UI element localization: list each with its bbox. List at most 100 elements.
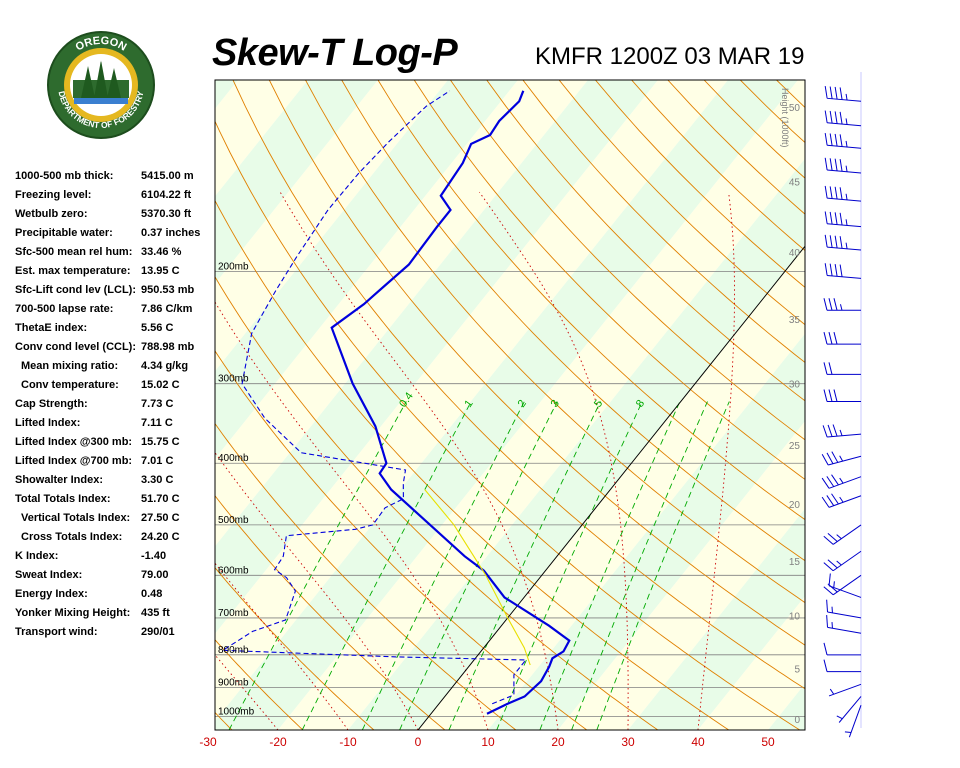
dry-adiabat: [215, 422, 517, 730]
temperature-tick-label: -20: [269, 735, 287, 749]
index-row: Sfc-Lift cond lev (LCL): 950.53 mb: [15, 282, 215, 301]
dry-adiabat: [413, 80, 805, 480]
index-label: Wetbulb zero:: [15, 208, 88, 220]
index-label: Conv temperature:: [21, 379, 119, 391]
index-value: 15.02 C: [141, 379, 180, 391]
index-value: -1.40: [141, 550, 167, 562]
index-row: Lifted Index @700 mb: 7.01 C: [15, 453, 215, 472]
index-value: 0.48: [141, 588, 163, 600]
wind-barb: [823, 659, 861, 673]
index-value: 435 ft: [141, 607, 170, 619]
index-value: 0.37 inches: [141, 227, 201, 239]
index-label: K Index:: [15, 550, 59, 562]
dry-adiabat: [450, 80, 805, 441]
mixing-ratio-label: 3: [549, 398, 562, 410]
index-label: Showalter Index:: [15, 474, 104, 486]
index-row: K Index: -1.40: [15, 548, 215, 567]
index-value: 27.50 C: [141, 512, 180, 524]
dry-adiabat: [215, 275, 659, 730]
index-label: Total Totals Index:: [15, 493, 111, 505]
height-tick-label: 25: [789, 441, 801, 452]
dry-adiabat: [215, 350, 588, 730]
height-tick-label: 10: [789, 612, 801, 623]
index-label: Yonker Mixing Height:: [15, 607, 131, 619]
pressure-label: 900mb: [218, 677, 249, 688]
plot-area: 0.4 1 2 3 5 8: [215, 80, 960, 730]
index-label: Vertical Totals Index:: [21, 512, 131, 524]
oregon-forestry-logo: OREGON DEPARTMENT OF FORESTRY: [46, 30, 156, 140]
wind-barb: [824, 185, 862, 202]
station-datetime: KMFR 1200Z 03 MAR 19: [535, 43, 805, 70]
dry-adiabat: [522, 80, 805, 363]
index-value: 51.70 C: [141, 493, 180, 505]
index-value: 4.34 g/kg: [141, 360, 189, 372]
index-value: 5370.30 ft: [141, 208, 192, 220]
dry-adiabat: [215, 120, 801, 730]
index-label: Mean mixing ratio:: [21, 360, 119, 372]
index-row: ThetaE index: 5.56 C: [15, 320, 215, 339]
dry-adiabat: [232, 80, 805, 690]
wind-barb: [824, 110, 862, 127]
wind-barb: [828, 683, 862, 697]
index-label: Precipitable water:: [15, 227, 113, 239]
index-row: Freezing level: 6104.22 ft: [15, 187, 215, 206]
height-tick-label: 50: [789, 103, 801, 114]
index-value: 24.20 C: [141, 531, 180, 543]
index-label: Sfc-500 mean rel hum:: [15, 246, 133, 258]
pressure-label: 400mb: [218, 453, 249, 464]
index-label: Transport wind:: [15, 626, 98, 638]
dry-adiabat: [215, 639, 304, 730]
index-label: Sweat Index:: [15, 569, 83, 581]
temperature-tick-label: -30: [199, 735, 217, 749]
index-row: Lifted Index: 7.11 C: [15, 415, 215, 434]
index-value: 79.00: [141, 569, 169, 581]
dry-adiabat: [268, 80, 805, 646]
index-label: Lifted Index:: [15, 417, 81, 429]
dry-adiabat: [305, 80, 805, 604]
wind-barb: [824, 211, 862, 228]
index-row: Cross Totals Index: 24.20 C: [15, 529, 215, 548]
zero-isotherm: [417, 245, 805, 730]
wind-barb: [823, 550, 862, 572]
index-row: Yonker Mixing Height: 435 ft: [15, 605, 215, 624]
index-row: Sweat Index: 79.00: [15, 567, 215, 586]
index-label: Energy Index:: [15, 588, 88, 600]
height-tick-label: 5: [794, 664, 800, 675]
mixing-ratio-label: 5: [592, 398, 605, 410]
height-tick-label: 30: [789, 380, 801, 391]
index-row: Wetbulb zero: 5370.30 ft: [15, 206, 215, 225]
index-row: Transport wind: 290/01: [15, 624, 215, 643]
index-value: 950.53 mb: [141, 284, 195, 296]
wind-barb: [823, 642, 861, 656]
pressure-label: 600mb: [218, 565, 249, 576]
index-value: 6104.22 ft: [141, 189, 192, 201]
index-label: Conv cond level (CCL):: [15, 341, 137, 353]
dry-adiabat: [813, 80, 960, 730]
index-label: Cap Strength:: [15, 398, 88, 410]
plot-frame: [214, 79, 806, 731]
wind-barb: [824, 86, 862, 102]
index-value: 15.75 C: [141, 436, 180, 448]
mixing-ratio-label: 2: [516, 398, 529, 410]
index-label: Freezing level:: [15, 189, 92, 201]
wind-barb: [823, 389, 861, 403]
mixing-ratio-line: [496, 401, 643, 730]
dry-adiabat: [215, 199, 730, 730]
pressure-label: 1000mb: [218, 707, 255, 718]
index-value: 7.11 C: [141, 417, 173, 429]
index-value: 5.56 C: [141, 322, 174, 334]
index-row: Energy Index: 0.48: [15, 586, 215, 605]
index-label: Sfc-Lift cond lev (LCL):: [15, 284, 136, 296]
index-label: 700-500 lapse rate:: [15, 303, 114, 315]
mixing-ratio-line: [448, 401, 601, 730]
wind-barb: [823, 524, 862, 545]
index-row: Mean mixing ratio: 4.34 g/kg: [15, 358, 215, 377]
dry-adiabat: [486, 80, 805, 402]
mixing-ratio-label: 8: [634, 398, 647, 410]
dewpoint-profile: [221, 90, 527, 705]
isotherm-band: [628, 508, 805, 730]
wind-barb: [824, 263, 862, 279]
temperature-tick-label: 40: [691, 735, 705, 749]
index-row: Vertical Totals Index: 27.50 C: [15, 510, 215, 529]
pressure-label: 800mb: [218, 645, 249, 656]
